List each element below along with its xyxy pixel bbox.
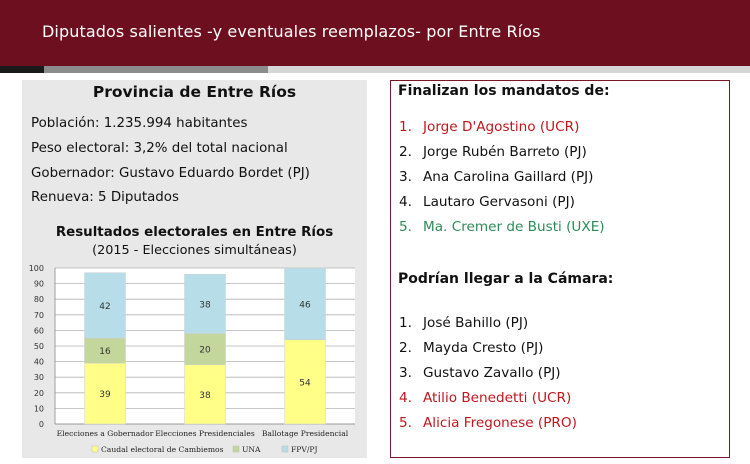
- data-label: 54: [299, 378, 311, 388]
- header-bar: Diputados salientes -y eventuales reempl…: [0, 0, 750, 66]
- list-item-number: 5.: [399, 219, 412, 235]
- legend-label: UNA: [242, 445, 261, 454]
- list-item-name: Lautaro Gervasoni (PJ): [423, 194, 575, 210]
- y-tick-label: 20: [34, 389, 44, 398]
- bar-segment: [284, 339, 326, 425]
- legend-label: FPV/PJ: [291, 445, 318, 454]
- list-item-number: 2.: [399, 144, 412, 160]
- y-tick-label: 80: [34, 295, 44, 304]
- incoming-candidate-item: 1. José Bahillo (PJ): [399, 315, 528, 331]
- list-item-number: 4.: [399, 390, 412, 406]
- electoral-weight-line: Peso electoral: 3,2% del total nacional: [31, 141, 288, 156]
- list-item-name: Ana Carolina Gaillard (PJ): [423, 169, 594, 185]
- incoming-candidate-item: 4. Atilio Benedetti (UCR): [399, 390, 571, 406]
- list-item-name: Gustavo Zavallo (PJ): [423, 365, 561, 381]
- outgoing-deputy-item: 5. Ma. Cremer de Busti (UXE): [399, 219, 605, 235]
- data-label: 16: [99, 347, 111, 357]
- y-tick-label: 100: [29, 264, 44, 273]
- header-stripe: [0, 66, 750, 73]
- page-title: Diputados salientes -y eventuales reempl…: [42, 22, 541, 41]
- election-results-chart: 0 10 20 30 40 50 60 70 80 90 100 39 16 42 Elecciones a…: [29, 264, 355, 454]
- list-item-number: 5.: [399, 415, 412, 431]
- governor-line: Gobernador: Gustavo Eduardo Bordet (PJ): [31, 166, 310, 181]
- chart-subtitle: (2015 - Elecciones simultáneas): [92, 243, 297, 258]
- list-item-name: Atilio Benedetti (UCR): [423, 390, 572, 406]
- outgoing-deputy-item: 4. Lautaro Gervasoni (PJ): [399, 194, 575, 210]
- incoming-candidate-item: 2. Mayda Cresto (PJ): [399, 340, 543, 356]
- data-label: 38: [199, 391, 211, 401]
- incoming-candidate-item: 3. Gustavo Zavallo (PJ): [399, 365, 561, 381]
- y-tick-label: 60: [34, 326, 44, 335]
- list-item-number: 1.: [399, 119, 412, 135]
- y-tick-label: 70: [34, 311, 44, 320]
- province-panel: Provincia de Entre Ríos Población: 1.235…: [22, 80, 367, 458]
- legend-swatch: [91, 445, 99, 453]
- y-tick-label: 30: [34, 373, 44, 382]
- population-line: Población: 1.235.994 habitantes: [31, 116, 248, 131]
- list-item-number: 2.: [399, 340, 412, 356]
- stripe-segment-dark: [0, 66, 44, 73]
- list-item-name: Ma. Cremer de Busti (UXE): [423, 219, 605, 235]
- y-tick-label: 50: [34, 342, 44, 351]
- list-item-name: José Bahillo (PJ): [423, 315, 529, 331]
- list-item-name: Mayda Cresto (PJ): [423, 340, 544, 356]
- bar-segment: [84, 272, 126, 339]
- y-tick-label: 10: [34, 404, 44, 413]
- list-item-number: 4.: [399, 194, 412, 210]
- data-label: 20: [199, 346, 211, 356]
- stripe-segment-gray: [44, 66, 268, 73]
- bar-segment: [184, 364, 226, 425]
- list-item-number: 3.: [399, 365, 412, 381]
- renewal-line: Renueva: 5 Diputados: [31, 190, 179, 205]
- y-tick-label: 90: [34, 280, 44, 289]
- deputies-panel: Finalizan los mandatos de: 1. Jorge D'Ago…: [390, 80, 730, 458]
- data-label: 46: [299, 300, 311, 310]
- x-tick-label: Ballotage Presidencial: [262, 429, 349, 438]
- list-item-name: Jorge Rubén Barreto (PJ): [423, 144, 587, 160]
- list-item-number: 1.: [399, 315, 412, 331]
- data-label: 38: [199, 300, 211, 310]
- legend-swatch: [281, 445, 289, 453]
- bar-segment: [84, 362, 126, 425]
- bar-segment: [184, 333, 226, 365]
- incoming-candidate-item: 5. Alicia Fregonese (PRO): [399, 415, 577, 431]
- data-label: 39: [99, 390, 111, 400]
- data-label: 42: [99, 302, 110, 312]
- chart-title: Resultados electorales en Entre Ríos: [55, 225, 334, 240]
- legend-swatch: [232, 445, 240, 453]
- y-tick-label: 0: [39, 420, 44, 429]
- bar-segment: [284, 267, 326, 341]
- outgoing-deputy-item: 3. Ana Carolina Gaillard (PJ): [399, 169, 593, 185]
- list-item-number: 3.: [399, 169, 412, 185]
- outgoing-deputy-item: 2. Jorge Rubén Barreto (PJ): [399, 144, 587, 160]
- province-title: Provincia de Entre Ríos: [92, 83, 297, 101]
- bar-segment: [84, 337, 126, 364]
- candidates-heading: Podrían llegar a la Cámara:: [398, 271, 614, 287]
- legend-label: Caudal electoral de Cambiemos: [101, 445, 224, 454]
- y-tick-label: 40: [34, 358, 44, 367]
- mandates-heading: Finalizan los mandatos de:: [398, 83, 610, 99]
- outgoing-deputy-item: 1. Jorge D'Agostino (UCR): [399, 119, 579, 135]
- bar-segment: [184, 273, 226, 334]
- x-tick-label: Elecciones Presidenciales: [155, 429, 255, 438]
- x-tick-label: Elecciones a Gobernador: [57, 429, 154, 438]
- list-item-name: Jorge D'Agostino (UCR): [423, 119, 580, 135]
- stripe-segment-light: [268, 66, 750, 73]
- list-item-name: Alicia Fregonese (PRO): [423, 415, 577, 431]
